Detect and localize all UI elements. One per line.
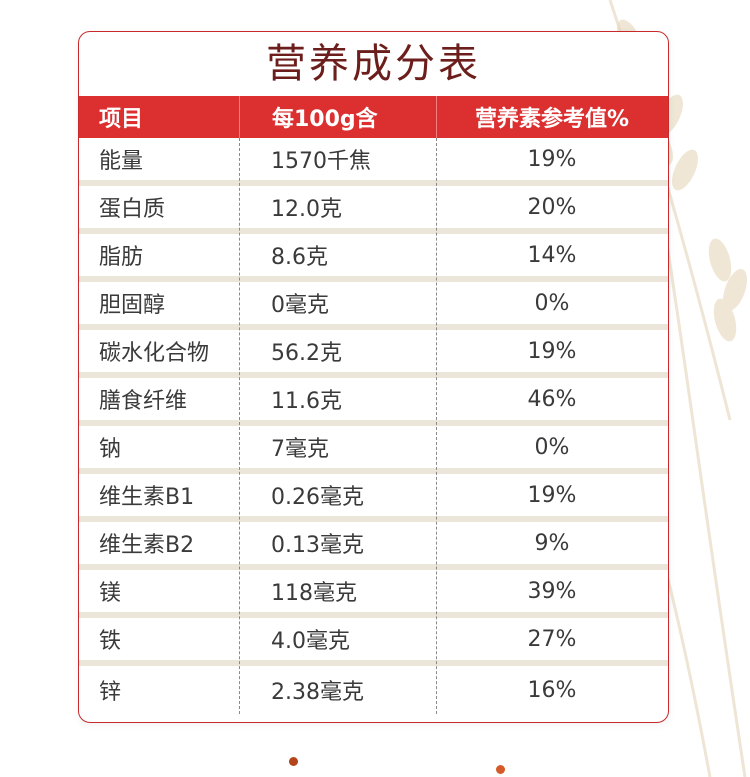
- nrv-percent: 19%: [527, 146, 577, 172]
- amount-per-100g: 8.6克: [271, 245, 328, 270]
- amount-per-100g: 2.38毫克: [271, 680, 364, 705]
- nrv-percent: 14%: [527, 242, 577, 268]
- table-row: 碳水化合物 56.2克 19%: [79, 330, 668, 378]
- nutrient-name: 锌: [99, 680, 122, 705]
- nrv-percent: 46%: [527, 386, 577, 412]
- amount-per-100g: 0毫克: [271, 293, 329, 318]
- amount-per-100g: 7毫克: [271, 437, 329, 462]
- nrv-percent: 9%: [534, 530, 570, 556]
- column-divider: [436, 138, 437, 714]
- table-body: 能量 1570千焦 19% 蛋白质 12.0克 20% 脂肪 8.6克 14% …: [79, 138, 668, 714]
- table-row: 蛋白质 12.0克 20%: [79, 186, 668, 234]
- nrv-percent: 0%: [534, 434, 570, 460]
- nrv-percent: 19%: [527, 482, 577, 508]
- nrv-percent: 20%: [527, 194, 577, 220]
- table-title: 营养成分表: [266, 41, 481, 87]
- nutrient-name: 镁: [99, 581, 122, 606]
- amount-per-100g: 118毫克: [271, 581, 357, 606]
- nutrient-name: 能量: [99, 149, 144, 174]
- header-divider: [436, 96, 437, 138]
- nutrient-name: 膳食纤维: [99, 389, 188, 414]
- amount-per-100g: 12.0克: [271, 197, 342, 222]
- decorative-dot: [289, 757, 298, 766]
- amount-per-100g: 56.2克: [271, 341, 342, 366]
- amount-per-100g: 1570千焦: [271, 149, 371, 174]
- header-nrv-percent: 营养素参考值%: [474, 107, 630, 132]
- table-header-row: 项目 每100g含 营养素参考值%: [79, 96, 668, 138]
- nutrient-name: 维生素B2: [99, 533, 195, 558]
- nutrient-name: 碳水化合物: [99, 341, 210, 366]
- table-row: 铁 4.0毫克 27%: [79, 618, 668, 666]
- nutrient-name: 胆固醇: [99, 293, 166, 318]
- decorative-dot: [496, 765, 505, 774]
- header-item: 项目: [99, 107, 144, 132]
- nutrient-name: 维生素B1: [99, 485, 195, 510]
- column-divider: [239, 138, 240, 714]
- amount-per-100g: 0.13毫克: [271, 533, 364, 558]
- table-row: 镁 118毫克 39%: [79, 570, 668, 618]
- table-row: 维生素B2 0.13毫克 9%: [79, 522, 668, 570]
- nutrient-name: 钠: [99, 437, 122, 462]
- nrv-percent: 19%: [527, 338, 577, 364]
- header-divider: [239, 96, 240, 138]
- nutrient-name: 蛋白质: [99, 197, 166, 222]
- table-row: 钠 7毫克 0%: [79, 426, 668, 474]
- table-row: 锌 2.38毫克 16%: [79, 666, 668, 714]
- nutrient-name: 脂肪: [99, 245, 144, 270]
- table-row: 脂肪 8.6克 14%: [79, 234, 668, 282]
- nrv-percent: 16%: [527, 677, 577, 703]
- nutrient-name: 铁: [99, 629, 122, 654]
- table-row: 维生素B1 0.26毫克 19%: [79, 474, 668, 522]
- table-row: 膳食纤维 11.6克 46%: [79, 378, 668, 426]
- amount-per-100g: 0.26毫克: [271, 485, 364, 510]
- amount-per-100g: 4.0毫克: [271, 629, 350, 654]
- nrv-percent: 39%: [527, 578, 577, 604]
- table-row: 胆固醇 0毫克 0%: [79, 282, 668, 330]
- table-row: 能量 1570千焦 19%: [79, 138, 668, 186]
- nutrition-card: 营养成分表 项目 每100g含 营养素参考值% 能量 1570千焦 19% 蛋白…: [78, 31, 669, 723]
- header-per-100g: 每100g含: [272, 107, 378, 132]
- amount-per-100g: 11.6克: [271, 389, 342, 414]
- nrv-percent: 0%: [534, 290, 570, 316]
- nrv-percent: 27%: [527, 626, 577, 652]
